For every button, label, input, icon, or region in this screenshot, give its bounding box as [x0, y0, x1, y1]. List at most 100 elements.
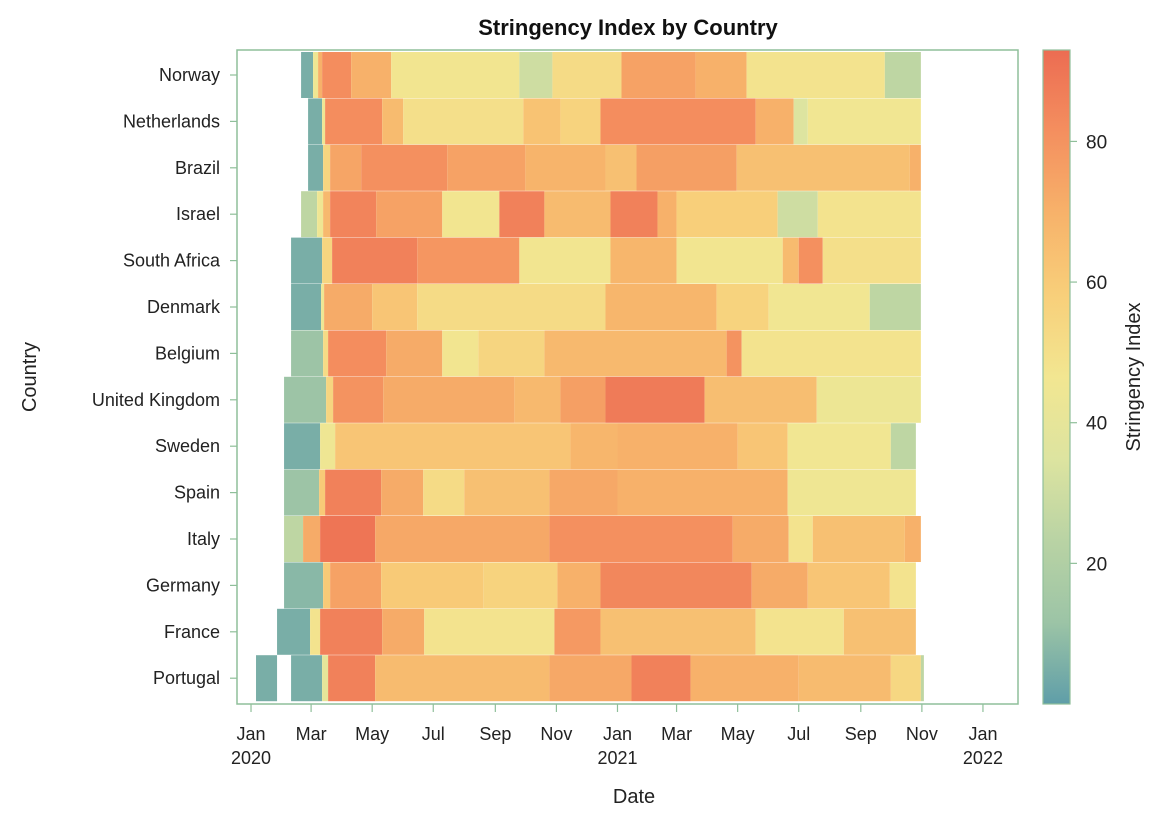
y-axis: Norway Netherlands Brazil Israel South Afric…: [92, 65, 237, 688]
heatmap-cell: [291, 330, 324, 377]
y-tick-label: Brazil: [175, 158, 220, 178]
heatmap-cell: [570, 423, 618, 470]
heatmap-cell: [376, 191, 443, 238]
heatmap-cell: [320, 423, 336, 470]
heatmap-cell: [322, 237, 333, 284]
heatmap-cell: [904, 516, 921, 562]
heatmap-cell: [812, 516, 905, 562]
x-tick-label: Sep: [479, 724, 511, 744]
heatmap-cell: [499, 191, 545, 238]
y-tick-label: Germany: [146, 575, 220, 595]
heatmap-cell: [423, 469, 465, 516]
heatmap-cell: [610, 191, 658, 238]
heatmap-cell: [333, 376, 384, 423]
y-tick-label: Italy: [187, 529, 220, 549]
heatmap-cell: [787, 469, 916, 516]
heatmap-cell: [631, 655, 691, 702]
heatmap-cell: [325, 469, 382, 516]
heatmap-cell: [736, 144, 910, 191]
heatmap-cell: [782, 237, 799, 284]
colorbar-tick-label: 80: [1086, 132, 1107, 153]
heatmap-cells: [256, 52, 924, 702]
heatmap-cell: [768, 284, 870, 330]
heatmap-cell: [386, 330, 443, 377]
heatmap-cell: [822, 237, 921, 284]
heatmap-cell: [544, 330, 727, 377]
heatmap-cell: [256, 655, 278, 702]
heatmap-cell: [600, 98, 756, 145]
heatmap-cell: [375, 655, 550, 702]
heatmap-cell: [291, 284, 322, 330]
heatmap-cell: [308, 144, 324, 191]
heatmap-cell: [284, 423, 321, 470]
heatmap-cell: [447, 144, 526, 191]
heatmap-cell: [549, 516, 733, 562]
heatmap-cell: [600, 562, 752, 609]
x-tick-label: Nov: [540, 724, 572, 744]
heatmap-cell: [746, 52, 885, 98]
heatmap-cell: [375, 516, 550, 562]
colorbar-tick-label: 60: [1086, 273, 1107, 294]
y-tick-label: Portugal: [153, 668, 220, 688]
x-tick-label: Sep: [845, 724, 877, 744]
heatmap-cell: [330, 562, 382, 609]
heatmap-cell: [317, 191, 324, 238]
heatmap-cell: [284, 516, 304, 562]
heatmap-cell: [610, 237, 677, 284]
heatmap-cell: [442, 330, 479, 377]
heatmap-cell: [330, 191, 377, 238]
heatmap-cell: [383, 376, 515, 423]
heatmap-cell: [525, 144, 606, 191]
heatmap-cell: [382, 608, 425, 655]
y-tick-label: Netherlands: [123, 111, 220, 131]
heatmap-cell: [328, 655, 376, 702]
heatmap-cell: [323, 191, 331, 238]
heatmap-cell: [552, 52, 622, 98]
heatmap-cell: [617, 469, 788, 516]
heatmap-cell: [807, 562, 890, 609]
heatmap-cell: [330, 144, 362, 191]
colorbar-ticks: 20 40 60 80: [1070, 132, 1107, 575]
heatmap-cell: [417, 284, 606, 330]
heatmap-cell: [381, 562, 484, 609]
heatmap-cell: [519, 237, 611, 284]
heatmap-cell: [554, 608, 601, 655]
x-tick-label: Jul: [422, 724, 445, 744]
chart-title: Stringency Index by Country: [478, 15, 778, 40]
x-tick-label: Jan: [968, 724, 997, 744]
x-tick-year-label: 2022: [963, 748, 1003, 768]
heatmap-cell: [704, 376, 817, 423]
heatmap-cell: [313, 52, 319, 98]
heatmap-cell: [560, 98, 601, 145]
heatmap-cell: [676, 237, 783, 284]
heatmap-cell: [676, 191, 778, 238]
x-tick-label: Mar: [296, 724, 327, 744]
y-tick-label: France: [164, 622, 220, 642]
x-tick-label: Jan: [603, 724, 632, 744]
y-tick-label: Spain: [174, 483, 220, 503]
heatmap-cell: [788, 516, 813, 562]
x-tick-label: Jan: [237, 724, 266, 744]
heatmap-cell: [777, 191, 818, 238]
x-tick-label: Mar: [661, 724, 692, 744]
heatmap-cell: [323, 562, 331, 609]
heatmap-cell: [277, 608, 311, 655]
heatmap-cell: [807, 98, 921, 145]
heatmap-cell: [284, 469, 320, 516]
heatmap-cell: [284, 376, 327, 423]
y-axis-title: Country: [19, 342, 41, 412]
heatmap-cell: [751, 562, 808, 609]
x-tick-year-label: 2020: [231, 748, 271, 768]
colorbar-tick-label: 20: [1086, 554, 1107, 575]
heatmap-cell: [523, 98, 561, 145]
heatmap-cell: [303, 516, 321, 562]
heatmap-cell: [636, 144, 737, 191]
heatmap-cell: [889, 562, 916, 609]
heatmap-cell: [514, 376, 561, 423]
heatmap-cell: [424, 608, 555, 655]
heatmap-cell: [755, 98, 794, 145]
plot-frame: [236, 49, 1019, 705]
x-tick-label: May: [355, 724, 389, 744]
heatmap-cell: [310, 608, 321, 655]
